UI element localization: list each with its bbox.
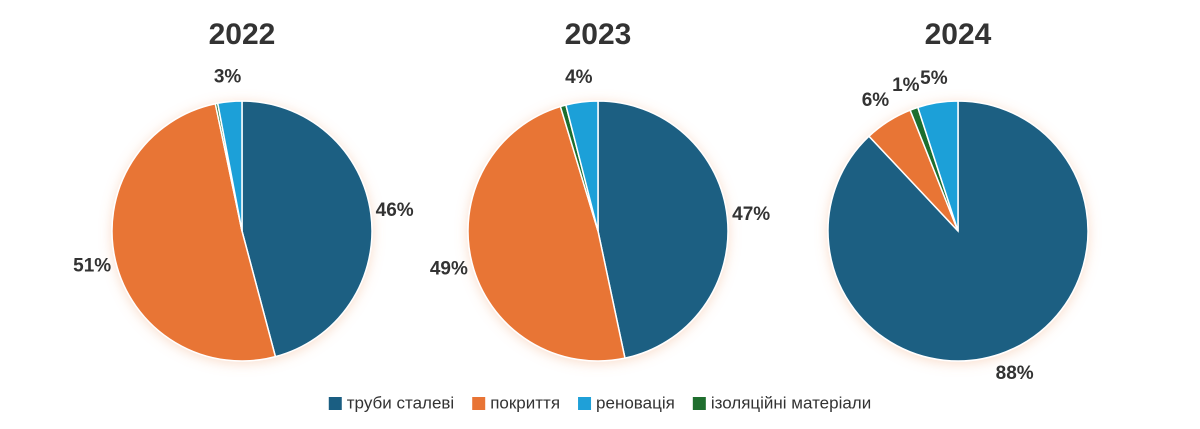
chart-title: 2024 [925, 18, 992, 51]
chart-title: 2022 [209, 18, 276, 51]
pie-slice [916, 100, 959, 232]
legend-swatch [578, 397, 592, 410]
value-label: 4% [565, 67, 593, 88]
value-label: 47% [732, 204, 770, 225]
pie [827, 100, 1089, 362]
value-label: 88% [996, 363, 1034, 384]
value-label: 5% [920, 68, 948, 89]
pie-slice [597, 100, 729, 360]
legend: труби сталеві покриття реновація ізоляційні… [328, 393, 871, 412]
legend-swatch [328, 397, 342, 410]
legend-swatch [692, 397, 706, 410]
value-label: 51% [73, 256, 111, 277]
legend-label: реновація [596, 393, 675, 412]
value-label: 46% [376, 200, 414, 221]
pie-slice [467, 105, 626, 362]
pie [111, 100, 373, 362]
pie-slice [216, 100, 243, 232]
legend-label: труби сталеві [347, 393, 454, 412]
value-label: 1% [892, 75, 920, 96]
legend-label: покриття [490, 393, 560, 412]
pie-slice [241, 100, 373, 358]
pie [467, 100, 729, 362]
chart-title: 2023 [565, 18, 632, 51]
pie-slice [564, 100, 599, 232]
value-label: 6% [862, 90, 890, 111]
value-label: 3% [214, 67, 242, 88]
pie-slice [111, 102, 277, 362]
value-label: 49% [430, 258, 468, 279]
legend-swatch [472, 397, 486, 410]
legend-label: ізоляційні матеріали [711, 393, 871, 412]
